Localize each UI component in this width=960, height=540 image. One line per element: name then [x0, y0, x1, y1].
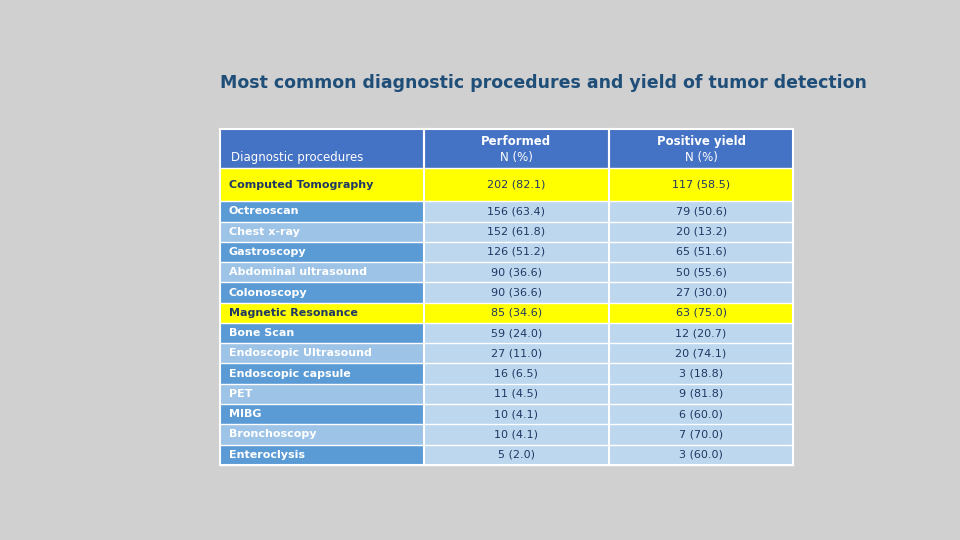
Bar: [423, 384, 609, 404]
Text: 20 (13.2): 20 (13.2): [676, 227, 727, 237]
Bar: [609, 323, 793, 343]
Text: 7 (70.0): 7 (70.0): [679, 429, 723, 440]
Text: Computed Tomography: Computed Tomography: [228, 180, 372, 190]
Bar: [221, 343, 423, 363]
Text: 117 (58.5): 117 (58.5): [672, 180, 731, 190]
Text: 59 (24.0): 59 (24.0): [491, 328, 542, 338]
Text: 65 (51.6): 65 (51.6): [676, 247, 727, 257]
Bar: [423, 262, 609, 282]
Text: Diagnostic procedures: Diagnostic procedures: [230, 151, 363, 164]
Text: Colonoscopy: Colonoscopy: [228, 287, 307, 298]
Text: Endoscopic Ultrasound: Endoscopic Ultrasound: [228, 348, 372, 359]
Bar: [609, 363, 793, 384]
Bar: [221, 282, 423, 302]
Text: 10 (4.1): 10 (4.1): [494, 429, 539, 440]
Bar: [609, 201, 793, 221]
Bar: [221, 221, 423, 242]
Bar: [609, 168, 793, 201]
Text: 5 (2.0): 5 (2.0): [498, 450, 535, 460]
Text: 27 (30.0): 27 (30.0): [676, 287, 727, 298]
Text: 202 (82.1): 202 (82.1): [487, 180, 545, 190]
Text: Chest x-ray: Chest x-ray: [228, 227, 300, 237]
Bar: [609, 343, 793, 363]
Text: N (%): N (%): [500, 151, 533, 164]
Bar: [609, 384, 793, 404]
Bar: [221, 424, 423, 444]
Bar: [609, 444, 793, 465]
Bar: [423, 404, 609, 424]
Text: 11 (4.5): 11 (4.5): [494, 389, 539, 399]
Bar: [221, 363, 423, 384]
Bar: [423, 168, 609, 201]
Bar: [423, 424, 609, 444]
Text: Gastroscopy: Gastroscopy: [228, 247, 306, 257]
Text: Performed: Performed: [481, 135, 551, 148]
Text: 20 (74.1): 20 (74.1): [676, 348, 727, 359]
Text: 12 (20.7): 12 (20.7): [676, 328, 727, 338]
Text: 126 (51.2): 126 (51.2): [488, 247, 545, 257]
Bar: [423, 242, 609, 262]
Text: 27 (11.0): 27 (11.0): [491, 348, 541, 359]
Bar: [609, 302, 793, 323]
Text: 90 (36.6): 90 (36.6): [491, 287, 541, 298]
Bar: [423, 343, 609, 363]
Bar: [609, 221, 793, 242]
Bar: [221, 262, 423, 282]
Bar: [221, 168, 423, 201]
Text: MIBG: MIBG: [228, 409, 261, 419]
Text: Bone Scan: Bone Scan: [228, 328, 294, 338]
Bar: [609, 424, 793, 444]
Text: 152 (61.8): 152 (61.8): [488, 227, 545, 237]
Text: PET: PET: [228, 389, 252, 399]
Text: 79 (50.6): 79 (50.6): [676, 206, 727, 217]
Text: N (%): N (%): [684, 151, 717, 164]
Bar: [423, 201, 609, 221]
Bar: [423, 302, 609, 323]
Bar: [609, 262, 793, 282]
Bar: [609, 404, 793, 424]
Text: Octreoscan: Octreoscan: [228, 206, 300, 217]
Text: Bronchoscopy: Bronchoscopy: [228, 429, 316, 440]
Bar: [423, 282, 609, 302]
Bar: [221, 242, 423, 262]
Bar: [221, 404, 423, 424]
Text: Positive yield: Positive yield: [657, 135, 746, 148]
Text: Enteroclysis: Enteroclysis: [228, 450, 304, 460]
Text: 16 (6.5): 16 (6.5): [494, 369, 539, 379]
Bar: [221, 302, 423, 323]
Text: 156 (63.4): 156 (63.4): [488, 206, 545, 217]
Text: Most common diagnostic procedures and yield of tumor detection: Most common diagnostic procedures and yi…: [221, 74, 867, 92]
Bar: [423, 221, 609, 242]
Text: 90 (36.6): 90 (36.6): [491, 267, 541, 277]
Bar: [221, 323, 423, 343]
Text: 50 (55.6): 50 (55.6): [676, 267, 727, 277]
Bar: [221, 444, 423, 465]
Bar: [221, 201, 423, 221]
Bar: [609, 282, 793, 302]
Text: 6 (60.0): 6 (60.0): [679, 409, 723, 419]
Bar: [423, 444, 609, 465]
Bar: [609, 242, 793, 262]
Text: 3 (60.0): 3 (60.0): [679, 450, 723, 460]
Text: 85 (34.6): 85 (34.6): [491, 308, 541, 318]
Bar: [221, 129, 793, 168]
Bar: [221, 129, 793, 465]
Text: 9 (81.8): 9 (81.8): [679, 389, 723, 399]
Bar: [221, 384, 423, 404]
Text: 10 (4.1): 10 (4.1): [494, 409, 539, 419]
Text: 3 (18.8): 3 (18.8): [679, 369, 723, 379]
Bar: [423, 363, 609, 384]
Text: 63 (75.0): 63 (75.0): [676, 308, 727, 318]
Text: Magnetic Resonance: Magnetic Resonance: [228, 308, 357, 318]
Text: Endoscopic capsule: Endoscopic capsule: [228, 369, 350, 379]
Text: Abdominal ultrasound: Abdominal ultrasound: [228, 267, 367, 277]
Bar: [423, 323, 609, 343]
